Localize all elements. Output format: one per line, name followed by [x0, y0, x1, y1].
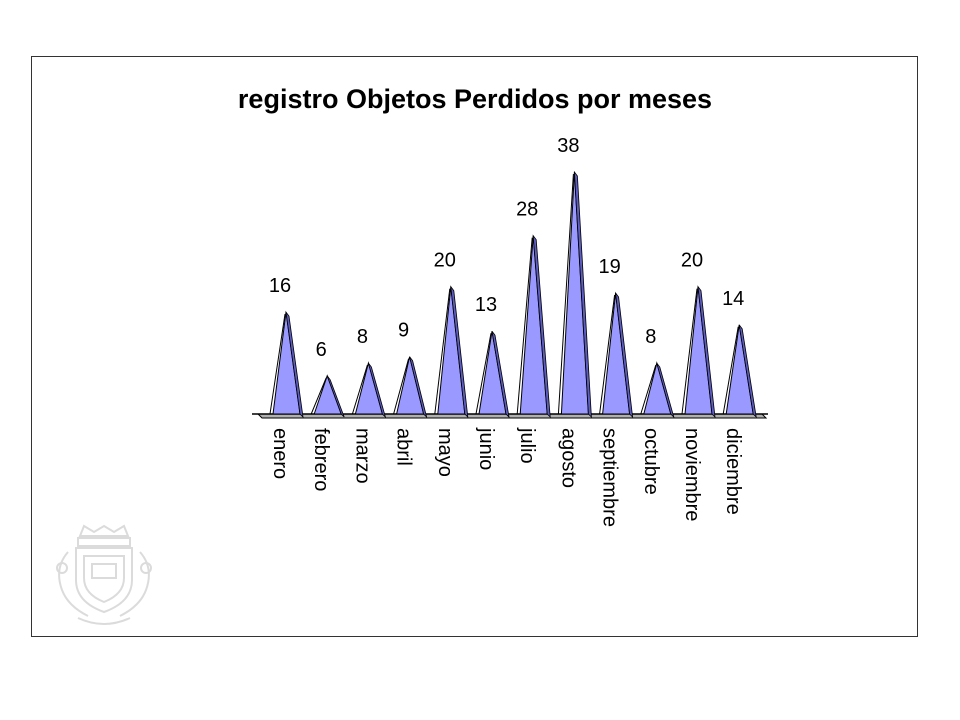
- category-label-noviembre: noviembre: [681, 428, 703, 521]
- category-label-febrero: febrero: [310, 428, 332, 491]
- peak-junio: [478, 331, 507, 415]
- value-label-marzo: 8: [357, 326, 368, 348]
- value-label-noviembre: 20: [681, 250, 703, 272]
- peak-edge-noviembre: [681, 288, 698, 415]
- peak-edge-septiembre: [599, 294, 616, 415]
- peak-enero: [272, 312, 301, 415]
- peak-shade-febrero: [326, 375, 345, 418]
- value-label-septiembre: 19: [598, 256, 620, 278]
- category-label-enero: enero: [269, 428, 291, 479]
- value-label-junio: 13: [475, 294, 497, 316]
- peak-shade-julio: [532, 234, 551, 419]
- category-label-octubre: octubre: [640, 428, 662, 495]
- coat-of-arms-seal-icon: [56, 524, 152, 625]
- value-label-abril: 9: [398, 320, 409, 342]
- peak-shade-marzo: [368, 362, 387, 419]
- peak-edge-junio: [475, 333, 492, 415]
- peak-edge-diciembre: [722, 326, 739, 415]
- value-label-agosto: 38: [557, 135, 579, 157]
- peak-shade-junio: [491, 330, 510, 419]
- peak-shade-octubre: [656, 362, 675, 419]
- peak-shade-septiembre: [615, 291, 634, 419]
- category-label-marzo: marzo: [351, 428, 373, 484]
- category-label-abril: abril: [393, 428, 415, 466]
- peak-edge-marzo: [351, 364, 368, 415]
- value-label-mayo: 20: [434, 250, 456, 272]
- peak-edge-febrero: [310, 377, 327, 415]
- peak-edge-octubre: [640, 364, 657, 415]
- value-label-enero: 16: [269, 275, 291, 297]
- peak-edge-mayo: [434, 288, 451, 415]
- value-label-octubre: 8: [645, 326, 656, 348]
- category-label-diciembre: diciembre: [722, 428, 744, 515]
- peak-shade-mayo: [450, 285, 469, 419]
- peak-edge-enero: [269, 314, 286, 415]
- value-label-julio: 28: [516, 199, 538, 221]
- peak-shade-agosto: [573, 170, 592, 419]
- category-label-julio: julio: [516, 427, 538, 464]
- peak-marzo: [354, 361, 384, 415]
- peak-shade-diciembre: [738, 324, 757, 419]
- category-label-junio: junio: [475, 427, 497, 470]
- peak-octubre: [643, 361, 672, 415]
- peak-diciembre: [725, 324, 754, 415]
- category-label-septiembre: septiembre: [599, 428, 621, 527]
- chart-frame: [31, 56, 918, 637]
- peak-shade-enero: [285, 310, 304, 419]
- peak-abril: [395, 356, 425, 415]
- value-label-febrero: 6: [316, 339, 327, 361]
- peak-febrero: [313, 374, 342, 415]
- peak-edge-abril: [393, 358, 410, 415]
- peak-shade-noviembre: [697, 285, 716, 419]
- value-label-diciembre: 14: [722, 288, 744, 310]
- peak-shade-abril: [409, 356, 428, 419]
- category-label-mayo: mayo: [434, 428, 456, 477]
- peak-edge-julio: [516, 237, 533, 415]
- peak-edge-agosto: [557, 173, 574, 415]
- chart-title: registro Objetos Perdidos por meses: [237, 84, 713, 114]
- category-label-agosto: agosto: [557, 428, 579, 488]
